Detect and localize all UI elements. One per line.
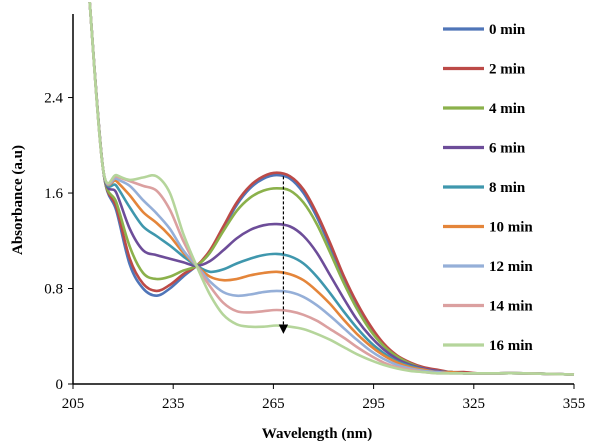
legend-item-0: 0 min <box>443 22 526 38</box>
y-tick-label-2: 1.6 <box>44 186 63 202</box>
legend-item-6: 12 min <box>443 259 533 275</box>
legend-item-5: 10 min <box>443 220 533 236</box>
legend-item-2: 4 min <box>443 101 526 117</box>
y-tick-label-0: 0 <box>56 377 64 393</box>
series-line-8 <box>88 1 575 376</box>
x-tick-label-1: 235 <box>162 396 185 412</box>
y-tick-label-1: 0.8 <box>44 282 63 298</box>
legend: 0 min 2 min 4 min 6 min 8 min 10 min 12 min 14 … <box>443 22 533 354</box>
legend-label-5: 10 min <box>489 220 533 236</box>
x-tick-label-2: 265 <box>262 396 285 412</box>
legend-item-8: 16 min <box>443 338 533 354</box>
y-axis-title: Absorbance (a.u) <box>10 145 26 255</box>
legend-item-1: 2 min <box>443 62 526 78</box>
x-tick-label-4: 325 <box>463 396 486 412</box>
legend-label-4: 8 min <box>489 180 526 196</box>
legend-label-2: 4 min <box>489 101 526 117</box>
x-tick-label-5: 355 <box>563 396 586 412</box>
legend-label-0: 0 min <box>489 22 526 38</box>
legend-label-1: 2 min <box>489 62 526 78</box>
legend-label-7: 14 min <box>489 299 533 315</box>
y-tick-label-3: 2.4 <box>44 91 63 107</box>
axes <box>72 14 574 385</box>
legend-label-8: 16 min <box>489 338 533 354</box>
x-axis-title: Wavelength (nm) <box>262 426 372 441</box>
legend-label-6: 12 min <box>489 259 533 275</box>
plot-area <box>88 1 575 376</box>
tick-labels: 205 235 265 295 325 355 0 0.8 1.6 2.4 <box>44 91 585 412</box>
x-tick-label-3: 295 <box>362 396 385 412</box>
legend-item-4: 8 min <box>443 180 526 196</box>
legend-item-7: 14 min <box>443 299 533 315</box>
x-tick-label-0: 205 <box>62 396 85 412</box>
legend-label-3: 6 min <box>489 141 526 157</box>
legend-item-3: 6 min <box>443 141 526 157</box>
